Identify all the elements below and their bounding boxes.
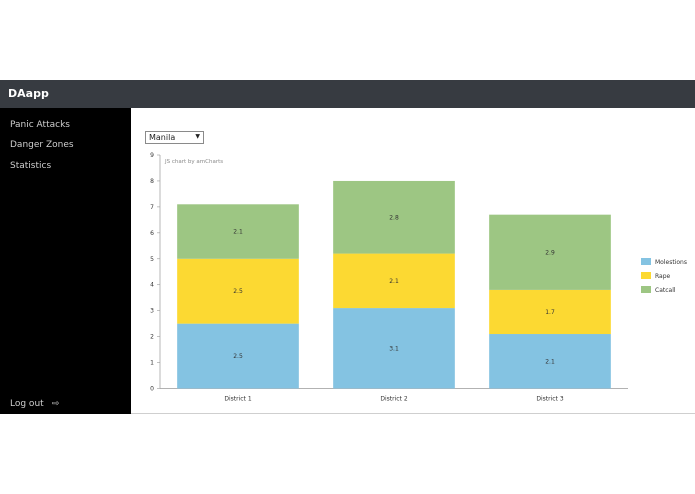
divider	[131, 413, 695, 414]
app-title[interactable]: DAapp	[8, 87, 49, 100]
sidebar-item-danger-zones[interactable]: Danger Zones	[10, 140, 74, 150]
city-select[interactable]: Manila ▼	[145, 131, 204, 144]
sidebar-item-panic-attacks[interactable]: Panic Attacks	[10, 120, 70, 130]
city-select-value: Manila	[149, 133, 176, 142]
sign-out-icon: ⇨	[51, 399, 60, 409]
sidebar: Panic Attacks Danger Zones Statistics Lo…	[0, 108, 131, 414]
chevron-down-icon: ▼	[195, 133, 200, 140]
sidebar-item-statistics[interactable]: Statistics	[10, 161, 52, 171]
logout-label: Log out	[10, 399, 44, 409]
top-navbar: DAapp	[0, 80, 695, 108]
logout-button[interactable]: Log out ⇨	[10, 399, 59, 409]
main-content	[131, 108, 695, 414]
